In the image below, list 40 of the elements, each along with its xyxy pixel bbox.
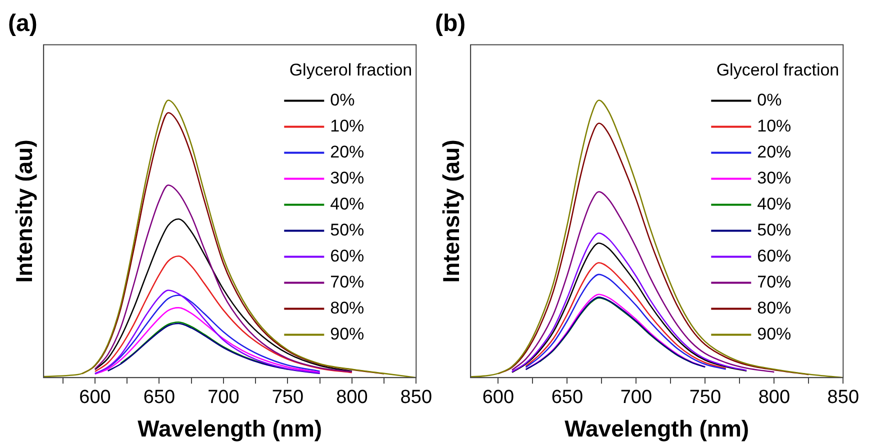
x-tick-label: 700 [208,387,240,408]
legend-label: 20% [330,142,364,162]
legend-label: 70% [330,272,364,292]
y-axis-title: Intensity (au) [438,140,464,283]
legend-label: 20% [757,142,792,162]
x-tick-label: 800 [336,387,368,408]
legend-label: 50% [757,220,792,240]
legend-label: 60% [330,246,364,266]
legend-label: 10% [330,116,364,136]
x-tick-label: 850 [400,387,432,408]
legend-title: Glycerol fraction [716,60,840,80]
x-tick-label: 600 [79,387,111,408]
legend-label: 50% [330,220,364,240]
legend-label: 90% [330,324,364,344]
chart-title: (a) [8,10,38,38]
legend-label: 40% [757,194,792,214]
legend-label: 90% [757,324,792,344]
legend-label: 60% [757,246,792,266]
x-axis-title: Wavelength (nm) [138,416,322,442]
legend-label: 10% [757,116,792,136]
legend-label: 40% [330,194,364,214]
chart-title: (b) [435,10,466,38]
x-tick-label: 700 [620,387,652,408]
x-tick-label: 650 [551,387,584,408]
legend-label: 0% [330,90,355,110]
x-tick-label: 600 [482,387,514,408]
y-axis-title: Intensity (au) [11,140,38,283]
legend-label: 0% [757,90,782,110]
legend-label: 80% [330,298,364,318]
x-tick-label: 650 [143,387,176,408]
x-tick-label: 800 [758,387,790,408]
legend-label: 30% [330,168,364,188]
legend-label: 30% [757,168,792,188]
x-tick-label: 750 [689,387,722,408]
legend-title: Glycerol fraction [289,60,412,80]
x-tick-label: 850 [827,387,859,408]
x-axis-title: Wavelength (nm) [564,416,750,442]
legend-label: 70% [757,272,792,292]
legend-label: 80% [757,298,792,318]
x-tick-label: 750 [272,387,304,408]
